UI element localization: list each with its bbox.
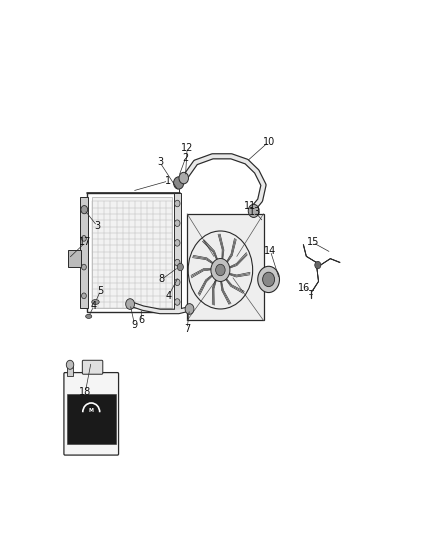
Circle shape <box>175 279 180 286</box>
Circle shape <box>173 177 184 189</box>
Text: 1: 1 <box>166 176 172 186</box>
FancyBboxPatch shape <box>82 360 103 374</box>
Bar <box>67 366 74 376</box>
Bar <box>187 214 264 320</box>
Circle shape <box>215 264 225 276</box>
Bar <box>67 394 116 443</box>
Text: 11: 11 <box>244 200 256 211</box>
Text: 15: 15 <box>307 238 319 247</box>
Circle shape <box>66 360 74 369</box>
Circle shape <box>177 263 184 271</box>
Circle shape <box>81 206 88 214</box>
Text: 3: 3 <box>94 221 100 231</box>
Text: 12: 12 <box>181 143 193 153</box>
Circle shape <box>248 204 259 217</box>
Bar <box>68 251 81 267</box>
Circle shape <box>81 264 86 270</box>
Text: M: M <box>89 408 94 413</box>
Circle shape <box>175 298 180 305</box>
Circle shape <box>81 293 86 298</box>
Text: 5: 5 <box>97 286 104 295</box>
Circle shape <box>263 272 275 287</box>
Circle shape <box>185 304 194 314</box>
Text: 17: 17 <box>79 238 92 247</box>
Circle shape <box>126 298 134 309</box>
Text: 4: 4 <box>166 291 172 301</box>
Text: 9: 9 <box>131 320 138 329</box>
Circle shape <box>179 172 188 184</box>
Circle shape <box>175 240 180 246</box>
Ellipse shape <box>92 300 99 304</box>
Circle shape <box>175 220 180 227</box>
Text: 2: 2 <box>182 154 189 163</box>
Bar <box>80 197 88 308</box>
Circle shape <box>258 266 279 293</box>
Text: 10: 10 <box>262 137 275 147</box>
Circle shape <box>81 236 86 241</box>
Circle shape <box>81 207 86 213</box>
Circle shape <box>175 260 180 266</box>
FancyBboxPatch shape <box>64 373 119 455</box>
Text: 16: 16 <box>298 282 311 293</box>
Text: 6: 6 <box>138 316 145 326</box>
Bar <box>87 193 177 312</box>
Circle shape <box>315 261 321 269</box>
Circle shape <box>175 200 180 207</box>
Text: 7: 7 <box>184 324 190 334</box>
Text: 18: 18 <box>79 387 92 397</box>
Text: 8: 8 <box>159 274 165 285</box>
Text: 3: 3 <box>157 157 163 167</box>
Bar <box>92 197 172 308</box>
Text: 14: 14 <box>264 246 276 256</box>
Ellipse shape <box>86 314 92 318</box>
Bar <box>173 193 181 312</box>
Text: 4: 4 <box>91 301 97 311</box>
Text: 13: 13 <box>249 207 261 217</box>
Circle shape <box>211 259 230 281</box>
